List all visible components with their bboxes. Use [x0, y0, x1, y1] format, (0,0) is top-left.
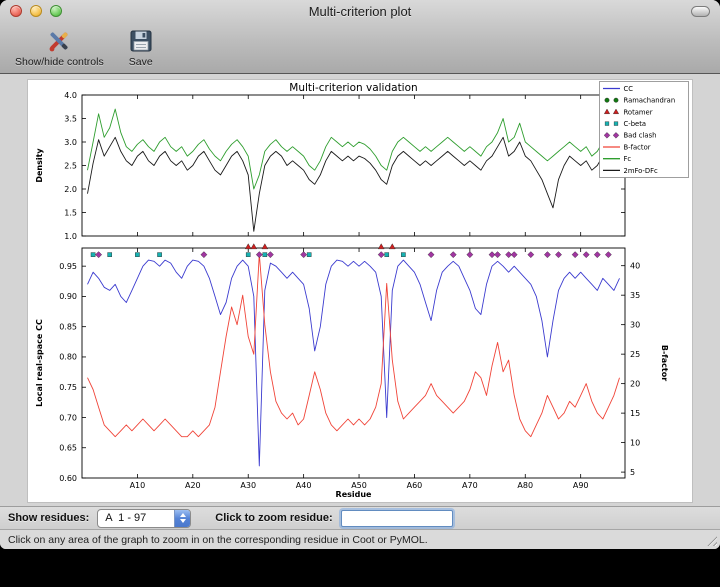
svg-text:0.85: 0.85 [59, 322, 77, 331]
svg-text:4.0: 4.0 [64, 91, 77, 100]
svg-text:Rotamer: Rotamer [624, 108, 653, 116]
svg-text:B-factor: B-factor [624, 143, 651, 151]
svg-text:A60: A60 [407, 481, 423, 490]
svg-text:A30: A30 [240, 481, 256, 490]
svg-text:2mFo-DFc: 2mFo-DFc [624, 167, 658, 175]
svg-text:A70: A70 [462, 481, 478, 490]
window: Multi-criterion plot [0, 0, 720, 549]
status-text: Click on any area of the graph to zoom i… [8, 533, 428, 546]
show-hide-controls-label: Show/hide controls [15, 56, 104, 68]
stepper-arrows-icon[interactable] [174, 509, 191, 527]
svg-text:10: 10 [630, 438, 640, 447]
svg-text:5: 5 [630, 468, 635, 477]
save-label: Save [128, 56, 153, 68]
arrow-up-icon [179, 513, 186, 518]
svg-text:15: 15 [630, 409, 640, 418]
svg-text:Multi-criterion validation: Multi-criterion validation [289, 82, 417, 94]
svg-text:0.80: 0.80 [59, 353, 77, 362]
svg-text:A10: A10 [130, 481, 146, 490]
svg-text:3.5: 3.5 [64, 114, 77, 123]
svg-text:Residue: Residue [336, 490, 373, 499]
svg-text:35: 35 [630, 291, 640, 300]
svg-text:1.0: 1.0 [64, 232, 77, 241]
svg-text:0.75: 0.75 [59, 383, 77, 392]
svg-text:0.90: 0.90 [59, 292, 77, 301]
titlebar[interactable]: Multi-criterion plot [0, 0, 720, 22]
svg-text:Density: Density [35, 148, 44, 183]
svg-text:C-beta: C-beta [624, 120, 647, 128]
statusbar: Click on any area of the graph to zoom i… [0, 529, 720, 549]
svg-text:A40: A40 [296, 481, 312, 490]
show-hide-controls-button[interactable]: Show/hide controls [10, 25, 109, 69]
residue-range-value: A 1 - 97 [105, 511, 147, 524]
svg-text:Ramachandran: Ramachandran [624, 97, 676, 105]
svg-text:0.95: 0.95 [59, 262, 77, 271]
svg-text:A90: A90 [573, 481, 589, 490]
svg-text:25: 25 [630, 350, 640, 359]
zoom-residue-label: Click to zoom residue: [215, 512, 333, 525]
window-title: Multi-criterion plot [308, 3, 412, 19]
traffic-lights [10, 5, 62, 17]
plot-legend: CC Ramachandran Rotamer C-beta Bad clash B-fa… [599, 81, 689, 178]
zoom-window-button[interactable] [50, 5, 62, 17]
svg-text:3.0: 3.0 [64, 138, 77, 147]
svg-text:CC: CC [624, 85, 634, 93]
svg-text:20: 20 [630, 379, 640, 388]
toolbar: Show/hide controls Save [0, 22, 720, 73]
svg-text:A80: A80 [517, 481, 533, 490]
zoom-residue-input[interactable] [340, 509, 453, 527]
save-button[interactable]: Save [121, 25, 161, 69]
svg-text:A50: A50 [351, 481, 367, 490]
window-chrome: Multi-criterion plot [0, 0, 720, 74]
svg-text:A20: A20 [185, 481, 201, 490]
minimize-button[interactable] [30, 5, 42, 17]
svg-text:B-factor: B-factor [660, 345, 669, 381]
figure[interactable]: Multi-criterion validation 1.0 1.5 2.0 2.5 3.… [27, 79, 693, 503]
svg-text:Local real-space CC: Local real-space CC [35, 319, 44, 407]
svg-text:Bad clash: Bad clash [624, 132, 657, 140]
arrow-down-icon [179, 519, 186, 524]
svg-text:Fc: Fc [624, 155, 632, 163]
cc-bfactor-subplot[interactable]: 0.60 0.65 0.70 0.75 0.80 0.85 0.90 0.95 5 10 15 20 2… [35, 243, 669, 490]
save-floppy-icon [126, 26, 156, 56]
svg-text:2.5: 2.5 [64, 161, 77, 170]
svg-text:2.0: 2.0 [64, 185, 77, 194]
resize-grip[interactable] [705, 534, 717, 546]
plot-area: Multi-criterion validation 1.0 1.5 2.0 2.5 3.… [0, 74, 720, 506]
svg-text:0.70: 0.70 [59, 413, 77, 422]
crossed-tools-icon [44, 26, 74, 56]
svg-text:0.65: 0.65 [59, 444, 77, 453]
svg-text:0.60: 0.60 [59, 474, 77, 483]
svg-text:40: 40 [630, 261, 640, 270]
residue-range-select[interactable]: A 1 - 97 [97, 508, 192, 528]
density-subplot[interactable]: 1.0 1.5 2.0 2.5 3.0 3.5 4.0 Density [35, 91, 626, 241]
show-residues-label: Show residues: [8, 512, 90, 525]
svg-text:30: 30 [630, 320, 640, 329]
close-button[interactable] [10, 5, 22, 17]
toolbar-toggle-button[interactable] [691, 6, 710, 17]
validation-plot[interactable]: Multi-criterion validation 1.0 1.5 2.0 2.5 3.… [28, 80, 692, 502]
svg-text:1.5: 1.5 [64, 208, 77, 217]
controls-row: Show residues: A 1 - 97 Click to zoom re… [0, 506, 720, 530]
